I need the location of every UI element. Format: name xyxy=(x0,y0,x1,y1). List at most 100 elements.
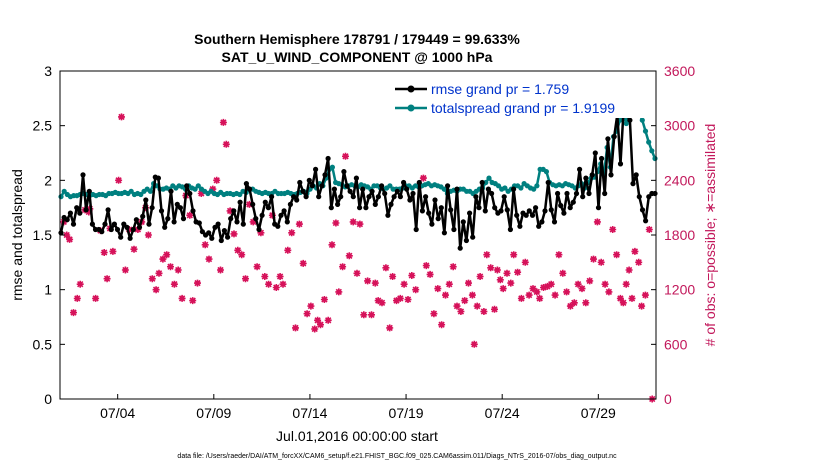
series-marker xyxy=(284,219,290,225)
series-marker xyxy=(281,208,287,214)
legend: rmse grand pr = 1.759 totalspread grand … xyxy=(392,80,650,118)
obs-assimilated-marker xyxy=(159,255,167,263)
series-marker xyxy=(485,186,491,192)
series-marker xyxy=(375,194,381,200)
series-marker xyxy=(423,194,429,200)
series-marker xyxy=(633,172,639,178)
series-marker xyxy=(448,207,454,213)
series-marker xyxy=(608,172,614,178)
series-marker xyxy=(143,197,149,203)
obs-assimilated-marker xyxy=(194,279,201,287)
y-left-tick-label: 1 xyxy=(44,282,52,298)
series-marker xyxy=(567,205,573,211)
series-marker xyxy=(195,183,201,189)
series-marker xyxy=(253,216,259,222)
series-marker xyxy=(192,186,198,192)
obs-assimilated-marker xyxy=(307,302,315,310)
series-marker xyxy=(111,221,117,227)
series-marker xyxy=(124,224,130,230)
obs-assimilated-marker xyxy=(317,321,324,329)
series-marker xyxy=(250,201,256,207)
series-marker xyxy=(269,194,275,200)
series-marker xyxy=(467,210,473,216)
obs-assimilated-marker xyxy=(445,280,453,288)
series-marker xyxy=(86,188,92,194)
series-marker xyxy=(611,134,617,140)
obs-assimilated-marker xyxy=(483,251,491,259)
series-marker xyxy=(529,212,536,218)
series-marker xyxy=(643,218,649,224)
obs-assimilated-marker xyxy=(163,251,171,259)
series-marker xyxy=(543,169,550,175)
series-marker xyxy=(130,226,136,233)
obs-assimilated-marker xyxy=(422,262,430,270)
obs-assimilated-marker xyxy=(63,231,71,239)
series-marker xyxy=(171,219,177,225)
series-marker xyxy=(435,216,441,222)
series-marker xyxy=(259,212,265,218)
obs-assimilated-marker xyxy=(371,279,379,287)
obs-assimilated-marker xyxy=(189,297,197,305)
obs-assimilated-marker xyxy=(473,302,481,310)
obs-assimilated-marker xyxy=(616,294,624,302)
series-marker xyxy=(262,199,268,205)
series-marker xyxy=(401,179,407,186)
obs-assimilated-marker xyxy=(76,280,84,288)
obs-assimilated-marker xyxy=(356,220,364,228)
series-marker xyxy=(240,221,246,227)
obs-assimilated-marker xyxy=(284,246,292,254)
series-marker xyxy=(128,188,134,194)
obs-assimilated-marker xyxy=(121,266,129,274)
obs-assimilated-marker xyxy=(442,291,449,299)
series-marker xyxy=(300,188,306,194)
obs-assimilated-marker xyxy=(130,245,138,253)
series-marker xyxy=(476,205,482,211)
series-marker xyxy=(366,194,372,200)
series-marker xyxy=(504,207,510,213)
obs-assimilated-marker xyxy=(461,297,469,305)
obs-assimilated-marker xyxy=(148,275,156,283)
series-marker xyxy=(391,194,397,200)
series-marker xyxy=(410,190,416,197)
obs-assimilated-marker xyxy=(253,263,261,271)
obs-assimilated-marker xyxy=(342,152,349,160)
obs-assimilated-marker xyxy=(152,286,160,294)
obs-assimilated-marker xyxy=(201,241,209,249)
series-marker xyxy=(114,226,121,233)
y-left-tick-label: 2 xyxy=(44,172,52,188)
series-marker xyxy=(322,172,328,178)
obs-assimilated-marker xyxy=(517,294,525,302)
series-marker xyxy=(196,220,202,226)
obs-assimilated-marker xyxy=(386,324,394,332)
series-marker xyxy=(174,201,180,207)
obs-assimilated-marker xyxy=(543,282,551,290)
obs-assimilated-marker xyxy=(167,263,174,271)
y-right-tick-label: 3000 xyxy=(664,118,695,134)
obs-assimilated-marker xyxy=(205,255,213,263)
obs-assimilated-marker xyxy=(453,302,461,310)
series-marker xyxy=(495,183,502,189)
series-marker xyxy=(147,188,153,194)
obs-assimilated-marker xyxy=(628,294,636,302)
obs-assimilated-marker xyxy=(404,296,412,303)
series-marker xyxy=(291,194,297,200)
series-marker xyxy=(413,226,419,233)
obs-assimilated-marker xyxy=(622,280,630,288)
obs-assimilated-marker xyxy=(408,272,416,279)
obs-assimilated-marker xyxy=(335,288,343,296)
series-marker xyxy=(387,183,393,189)
obs-assimilated-marker xyxy=(92,294,100,302)
series-marker xyxy=(158,208,165,214)
series-marker xyxy=(234,219,240,225)
x-axis: 07/04 07/09 07/14 07/19 07/24 07/29 xyxy=(100,394,616,421)
series-marker xyxy=(309,183,315,189)
series-marker xyxy=(649,148,655,154)
obs-assimilated-marker xyxy=(547,280,555,288)
series-marker xyxy=(416,179,422,186)
series-marker xyxy=(105,207,111,213)
obs-assimilated-marker xyxy=(345,252,353,260)
obs-assimilated-marker xyxy=(563,288,571,296)
obs-assimilated-marker xyxy=(324,316,332,324)
series-marker xyxy=(394,188,400,194)
series-marker xyxy=(388,201,394,207)
